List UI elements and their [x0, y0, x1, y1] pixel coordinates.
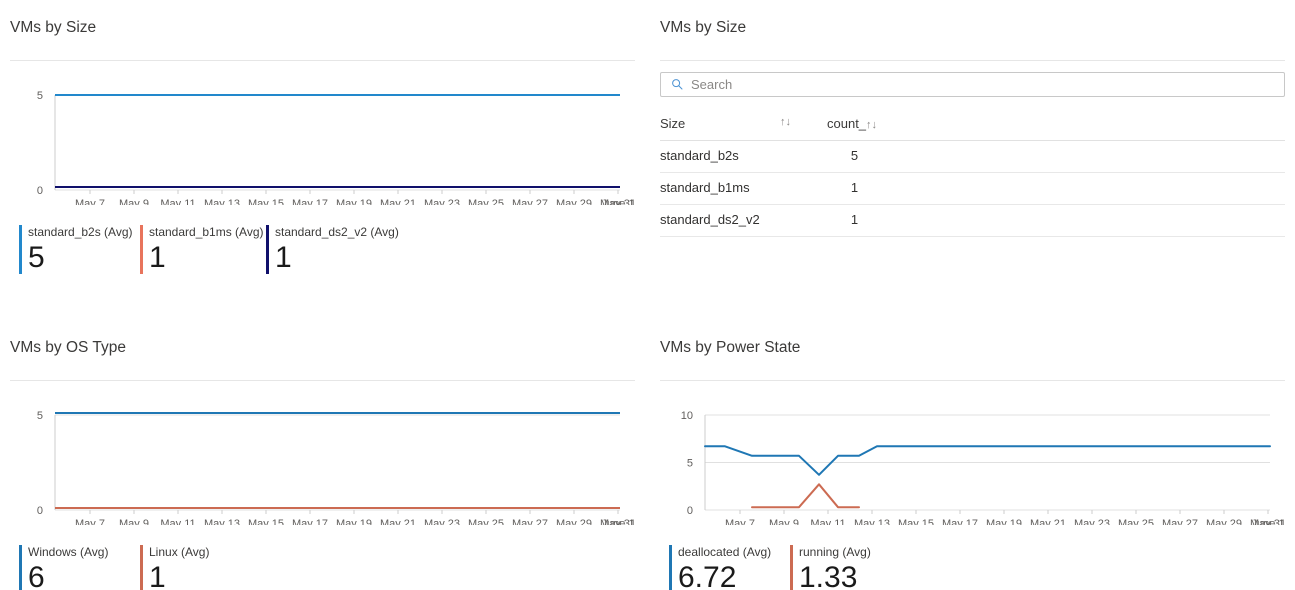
svg-text:May 25: May 25 — [468, 198, 504, 205]
svg-text:May 9: May 9 — [769, 518, 799, 525]
svg-text:May 29: May 29 — [1206, 518, 1242, 525]
svg-text:5: 5 — [687, 457, 693, 469]
svg-text:0: 0 — [37, 185, 43, 197]
svg-text:June 1: June 1 — [601, 198, 634, 205]
svg-text:June 1: June 1 — [1251, 518, 1284, 525]
svg-text:5: 5 — [37, 410, 43, 422]
svg-text:May 7: May 7 — [75, 198, 105, 205]
svg-text:May 21: May 21 — [380, 518, 416, 525]
svg-text:May 11: May 11 — [810, 518, 845, 525]
svg-text:June 1: June 1 — [601, 518, 634, 525]
svg-text:May 29: May 29 — [556, 198, 592, 205]
svg-text:May 15: May 15 — [898, 518, 934, 525]
svg-text:May 27: May 27 — [512, 198, 548, 205]
svg-text:May 13: May 13 — [204, 198, 240, 205]
svg-text:May 9: May 9 — [119, 198, 149, 205]
svg-text:May 17: May 17 — [292, 198, 328, 205]
svg-text:May 15: May 15 — [248, 198, 284, 205]
svg-text:May 11: May 11 — [160, 518, 195, 525]
svg-text:May 19: May 19 — [336, 518, 372, 525]
svg-text:10: 10 — [681, 410, 693, 422]
svg-text:May 23: May 23 — [1074, 518, 1110, 525]
svg-text:May 17: May 17 — [942, 518, 978, 525]
svg-text:May 23: May 23 — [424, 518, 460, 525]
svg-text:May 13: May 13 — [204, 518, 240, 525]
svg-text:May 27: May 27 — [1162, 518, 1198, 525]
svg-text:May 25: May 25 — [468, 518, 504, 525]
svg-text:May 11: May 11 — [160, 198, 195, 205]
svg-text:5: 5 — [37, 90, 43, 102]
svg-text:May 15: May 15 — [248, 518, 284, 525]
svg-text:May 27: May 27 — [512, 518, 548, 525]
svg-text:May 17: May 17 — [292, 518, 328, 525]
svg-text:May 25: May 25 — [1118, 518, 1154, 525]
svg-text:May 13: May 13 — [854, 518, 890, 525]
svg-text:May 7: May 7 — [75, 518, 105, 525]
svg-text:May 19: May 19 — [336, 198, 372, 205]
svg-text:May 29: May 29 — [556, 518, 592, 525]
svg-text:0: 0 — [687, 505, 693, 517]
svg-text:May 19: May 19 — [986, 518, 1022, 525]
svg-text:May 9: May 9 — [119, 518, 149, 525]
svg-text:May 7: May 7 — [725, 518, 755, 525]
svg-text:May 23: May 23 — [424, 198, 460, 205]
svg-text:May 21: May 21 — [380, 198, 416, 205]
svg-text:0: 0 — [37, 505, 43, 517]
svg-text:May 21: May 21 — [1030, 518, 1066, 525]
